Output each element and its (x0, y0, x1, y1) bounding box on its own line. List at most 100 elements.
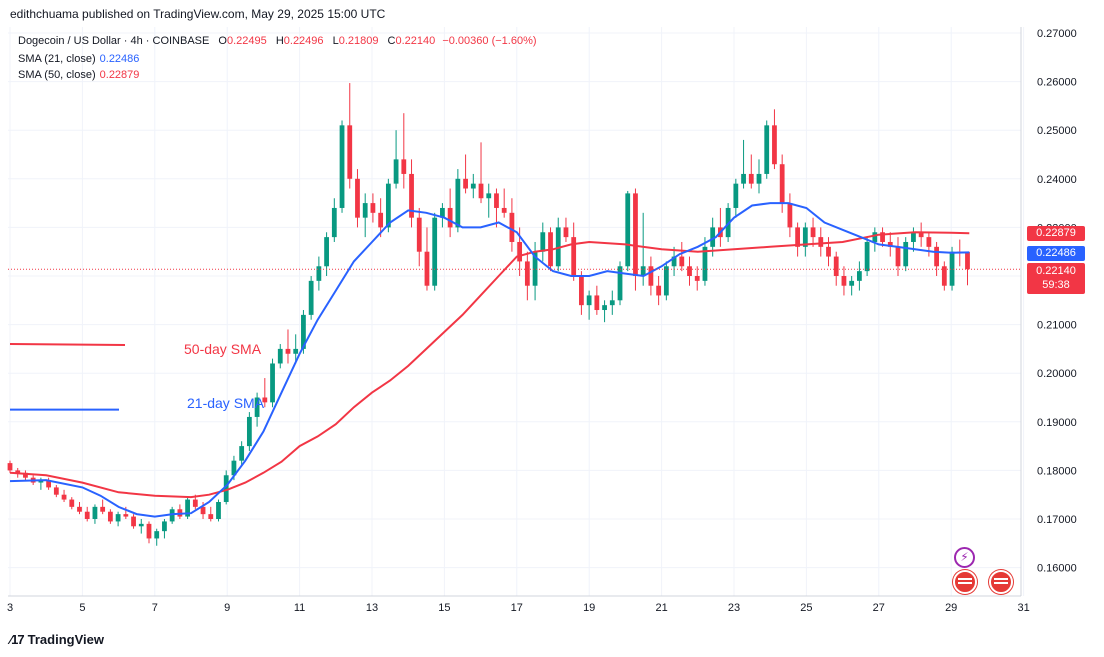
x-tick-label: 13 (366, 602, 378, 614)
candle-body (200, 506, 206, 515)
x-tick-label: 7 (152, 602, 158, 614)
candle-body (285, 348, 291, 354)
candle-body (795, 227, 801, 247)
candle-body (594, 295, 600, 311)
candle-body (679, 256, 685, 267)
low-label: L (332, 35, 339, 47)
x-tick-label: 9 (224, 602, 230, 614)
tradingview-logo[interactable]: ⁄17 TradingView (10, 632, 104, 647)
candle-body (949, 251, 955, 286)
candle-body (7, 463, 13, 471)
candle-body (818, 237, 824, 247)
lightning-icon[interactable]: ⚡ (954, 547, 975, 568)
sma21-price-tag: 0.22486 (1027, 246, 1085, 261)
candle-body (965, 251, 970, 270)
candle-body (617, 266, 623, 301)
candle-body (586, 295, 592, 306)
candle-body (779, 164, 785, 204)
high-value: 0.22496 (283, 35, 324, 47)
y-tick-label: 0.27000 (1037, 28, 1077, 40)
candle-body (540, 232, 546, 252)
candle-body (872, 232, 878, 242)
candle-body (115, 514, 121, 522)
x-tick-label: 5 (79, 602, 85, 614)
sma21-line (9, 202, 970, 518)
candle-body (787, 203, 793, 228)
candle-body (733, 183, 739, 208)
candle-body (880, 232, 885, 242)
candle-body (270, 363, 275, 403)
change-value: −0.00360 (−1.60%) (442, 35, 537, 47)
bar-countdown: 59:38 (1042, 279, 1070, 291)
candle-body (887, 241, 893, 247)
candle-body (254, 397, 260, 417)
candle-body (926, 237, 932, 247)
candle-body (293, 348, 299, 354)
candle-body (455, 178, 461, 228)
candle-body (107, 511, 113, 522)
y-tick-label: 0.17000 (1037, 514, 1077, 526)
candle-body (23, 472, 28, 478)
candle-body (69, 499, 75, 507)
candle-body (378, 212, 384, 228)
candle-body (416, 217, 422, 252)
candle-body (918, 232, 924, 238)
candle-body (903, 241, 909, 267)
candle-body (46, 480, 52, 488)
us-flag-event-icon[interactable] (989, 570, 1013, 594)
candle-body (440, 207, 445, 218)
y-tick-label: 0.18000 (1037, 465, 1077, 477)
y-tick-label: 0.24000 (1037, 174, 1077, 186)
candle-body (401, 159, 407, 174)
candle-body (15, 470, 21, 473)
candle-body (640, 266, 646, 276)
sma50-reference-segment (9, 343, 126, 347)
candle-body (663, 266, 669, 296)
candle-body (532, 251, 538, 286)
candle-body (833, 256, 839, 276)
candle-body (849, 280, 855, 286)
sma21-label: SMA (21, close) (18, 53, 96, 65)
y-tick-label: 0.25000 (1037, 125, 1077, 137)
x-tick-label: 27 (873, 602, 885, 614)
candle-body (347, 125, 353, 179)
candle-body (316, 266, 322, 281)
candle-body (370, 203, 376, 213)
symbol-legend: Dogecoin / US Dollar · 4h · COINBASE O0.… (18, 35, 537, 47)
candle-body (154, 531, 160, 539)
candle-body (470, 183, 476, 189)
symbol-name[interactable]: Dogecoin / US Dollar · 4h · COINBASE (18, 35, 210, 47)
candle-body (941, 266, 947, 286)
candle-body (77, 506, 82, 512)
candle-body (694, 276, 700, 281)
x-tick-label: 29 (945, 602, 957, 614)
candle-body (192, 499, 198, 507)
x-tick-label: 17 (511, 602, 523, 614)
candle-body (185, 499, 190, 517)
x-tick-label: 19 (583, 602, 595, 614)
brand-name: TradingView (27, 632, 104, 647)
y-tick-label: 0.19000 (1037, 417, 1077, 429)
x-tick-label: 25 (800, 602, 812, 614)
candle-body (169, 509, 175, 522)
x-tick-label: 11 (294, 602, 305, 614)
candle-body (756, 173, 762, 184)
y-tick-label: 0.16000 (1037, 563, 1077, 575)
candle-body (393, 159, 399, 184)
candle-body (571, 237, 577, 276)
candle-body (856, 271, 862, 281)
sma21-legend[interactable]: SMA (21, close) 0.22486 (18, 53, 139, 65)
candle-body (362, 203, 368, 218)
candle-body (579, 276, 584, 306)
us-flag-event-icon[interactable] (953, 570, 977, 594)
sma21-annotation: 21-day SMA (187, 395, 265, 411)
x-tick-label: 15 (438, 602, 450, 614)
sma50-label: SMA (50, close) (18, 69, 96, 81)
sma50-legend[interactable]: SMA (50, close) 0.22879 (18, 69, 139, 81)
sma50-annotation: 50-day SMA (184, 341, 262, 357)
candle-body (524, 261, 530, 286)
candle-body (648, 266, 654, 286)
candle-body (447, 207, 453, 228)
candle-body (687, 266, 692, 276)
